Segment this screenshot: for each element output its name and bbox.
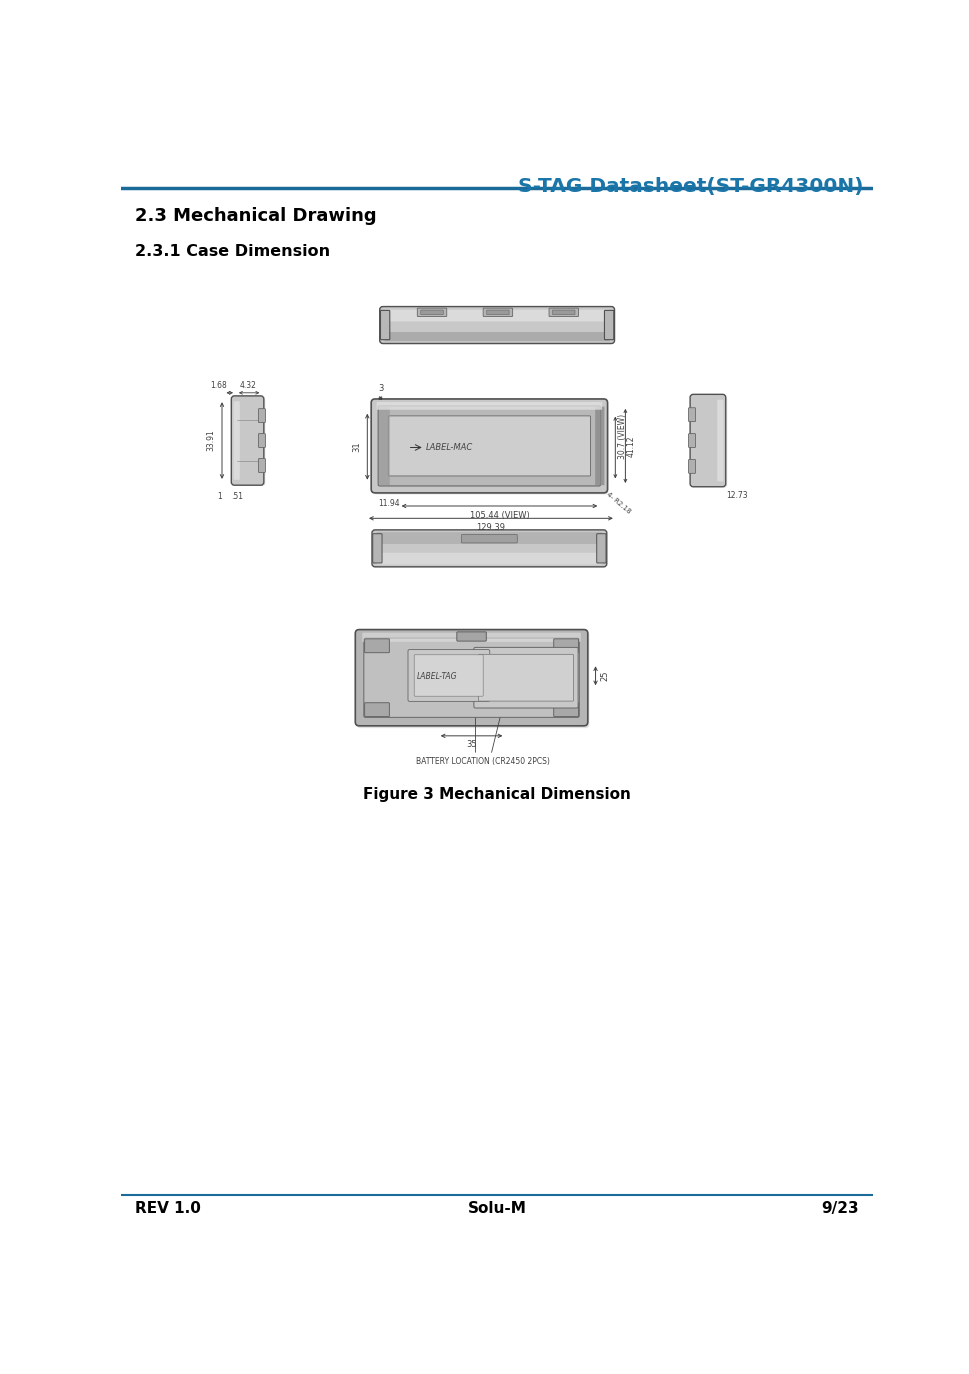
Text: BATTERY LOCATION (CR2450 2PCS): BATTERY LOCATION (CR2450 2PCS) xyxy=(416,757,549,765)
Text: .51: .51 xyxy=(231,492,243,502)
Text: 31: 31 xyxy=(352,441,360,452)
FancyBboxPatch shape xyxy=(373,403,608,495)
Text: 2.3.1 Case Dimension: 2.3.1 Case Dimension xyxy=(135,245,330,260)
FancyBboxPatch shape xyxy=(380,311,390,339)
Text: Figure 3 Mechanical Dimension: Figure 3 Mechanical Dimension xyxy=(362,787,631,802)
FancyBboxPatch shape xyxy=(372,533,382,563)
FancyBboxPatch shape xyxy=(376,552,602,565)
FancyBboxPatch shape xyxy=(364,639,389,653)
FancyBboxPatch shape xyxy=(231,396,264,485)
FancyBboxPatch shape xyxy=(595,407,604,485)
FancyBboxPatch shape xyxy=(553,702,578,717)
Text: S-TAG Datasheet(ST-GR4300N): S-TAG Datasheet(ST-GR4300N) xyxy=(517,177,862,196)
FancyBboxPatch shape xyxy=(355,629,587,725)
FancyBboxPatch shape xyxy=(596,533,606,563)
FancyBboxPatch shape xyxy=(486,311,509,315)
FancyBboxPatch shape xyxy=(548,308,578,316)
Text: 11.94: 11.94 xyxy=(378,499,399,508)
FancyBboxPatch shape xyxy=(379,306,614,344)
Text: LABEL-MAC: LABEL-MAC xyxy=(425,442,472,452)
Text: Solu-M: Solu-M xyxy=(467,1201,526,1216)
FancyBboxPatch shape xyxy=(233,398,266,486)
FancyBboxPatch shape xyxy=(417,308,447,316)
FancyBboxPatch shape xyxy=(371,398,607,493)
Text: 1.68: 1.68 xyxy=(209,381,227,390)
Text: 105.44 (VIEW): 105.44 (VIEW) xyxy=(469,511,529,519)
Text: 33.91: 33.91 xyxy=(206,430,215,452)
Text: 4.32: 4.32 xyxy=(239,381,256,390)
Text: 9/23: 9/23 xyxy=(821,1201,859,1216)
FancyBboxPatch shape xyxy=(478,654,573,701)
FancyBboxPatch shape xyxy=(388,416,590,475)
FancyBboxPatch shape xyxy=(376,532,602,544)
FancyBboxPatch shape xyxy=(688,459,695,473)
FancyBboxPatch shape xyxy=(361,632,580,642)
FancyBboxPatch shape xyxy=(381,309,612,345)
FancyBboxPatch shape xyxy=(373,532,605,567)
Text: 25: 25 xyxy=(600,671,609,682)
FancyBboxPatch shape xyxy=(414,655,483,697)
FancyBboxPatch shape xyxy=(716,400,723,481)
Text: 4- R2.18: 4- R2.18 xyxy=(605,492,631,515)
FancyBboxPatch shape xyxy=(364,702,389,717)
Text: 30.7 (VIEW): 30.7 (VIEW) xyxy=(617,414,626,459)
FancyBboxPatch shape xyxy=(461,534,516,543)
FancyBboxPatch shape xyxy=(553,639,578,653)
Text: 2.3 Mechanical Drawing: 2.3 Mechanical Drawing xyxy=(135,207,376,225)
Text: REV 1.0: REV 1.0 xyxy=(135,1201,201,1216)
FancyBboxPatch shape xyxy=(421,311,443,315)
Text: 1: 1 xyxy=(217,492,222,502)
FancyBboxPatch shape xyxy=(258,434,266,448)
FancyBboxPatch shape xyxy=(456,632,485,642)
FancyBboxPatch shape xyxy=(688,434,695,448)
FancyBboxPatch shape xyxy=(689,394,725,486)
Text: 3: 3 xyxy=(377,383,383,393)
FancyBboxPatch shape xyxy=(691,397,727,488)
Text: 12.73: 12.73 xyxy=(726,492,747,500)
FancyBboxPatch shape xyxy=(604,311,613,339)
FancyBboxPatch shape xyxy=(376,403,602,409)
FancyBboxPatch shape xyxy=(363,638,578,717)
FancyBboxPatch shape xyxy=(357,632,589,728)
FancyBboxPatch shape xyxy=(234,401,239,480)
FancyBboxPatch shape xyxy=(378,405,600,486)
FancyBboxPatch shape xyxy=(688,408,695,422)
FancyBboxPatch shape xyxy=(384,333,610,341)
FancyBboxPatch shape xyxy=(384,309,610,322)
FancyBboxPatch shape xyxy=(258,408,266,423)
FancyBboxPatch shape xyxy=(379,407,390,485)
FancyBboxPatch shape xyxy=(258,459,266,473)
FancyBboxPatch shape xyxy=(474,647,578,708)
Text: 35: 35 xyxy=(466,741,477,749)
FancyBboxPatch shape xyxy=(371,530,607,567)
Text: 129.39: 129.39 xyxy=(476,523,505,532)
FancyBboxPatch shape xyxy=(408,650,489,701)
Text: LABEL-TAG: LABEL-TAG xyxy=(416,672,456,680)
Text: 41.12: 41.12 xyxy=(626,436,636,456)
FancyBboxPatch shape xyxy=(552,311,575,315)
FancyBboxPatch shape xyxy=(483,308,512,316)
